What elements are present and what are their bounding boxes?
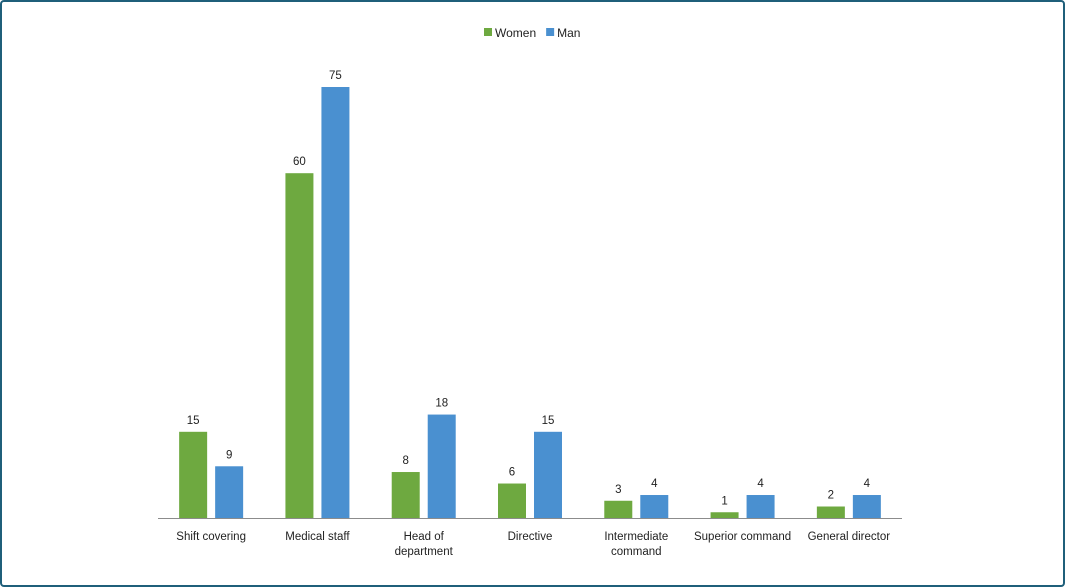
category-label-superior-command: Superior command <box>694 531 791 543</box>
category-label-line: Shift covering <box>176 531 246 543</box>
legend: Women Man <box>484 26 580 40</box>
value-label-man-intermediate-command: 4 <box>651 478 658 490</box>
value-label-man-superior-command: 4 <box>757 478 764 490</box>
category-label-line: General director <box>808 531 891 543</box>
legend-swatch-women <box>484 28 492 36</box>
value-label-man-shift-covering: 9 <box>226 449 232 461</box>
bar-women-general-director <box>816 506 845 518</box>
value-label-women-general-director: 2 <box>828 490 834 502</box>
value-label-man-head-of-department: 18 <box>435 398 448 410</box>
legend-label-man: Man <box>557 26 580 40</box>
bars <box>179 87 881 518</box>
bar-women-medical-staff <box>285 173 314 518</box>
category-label-line: Intermediate <box>604 531 668 543</box>
bar-man-medical-staff <box>321 87 350 518</box>
bar-man-directive <box>534 431 562 518</box>
value-label-women-shift-covering: 15 <box>187 415 200 427</box>
category-label-line: Medical staff <box>285 531 350 543</box>
category-label-line: command <box>611 546 662 558</box>
category-label-head-of-department: Head of department <box>395 531 454 558</box>
category-label-directive: Directive <box>508 531 553 543</box>
bar-women-intermediate-command <box>604 500 633 518</box>
value-label-women-head-of-department: 8 <box>403 455 409 467</box>
category-label-shift-covering: Shift covering <box>176 531 246 543</box>
category-label-line: Directive <box>508 531 553 543</box>
value-label-man-medical-staff: 75 <box>329 70 342 82</box>
bar-women-superior-command <box>710 512 739 518</box>
category-labels: Shift covering Medical staff Head of depart… <box>176 531 890 558</box>
value-label-man-general-director: 4 <box>864 478 871 490</box>
category-label-general-director: General director <box>808 531 891 543</box>
legend-swatch-man <box>546 28 555 36</box>
value-label-women-medical-staff: 60 <box>293 156 306 168</box>
value-label-women-directive: 6 <box>509 467 515 479</box>
category-label-line: Head of <box>404 531 445 543</box>
bar-women-directive <box>498 483 526 518</box>
category-label-line: department <box>395 546 454 558</box>
category-label-intermediate-command: Intermediate command <box>604 531 668 558</box>
bar-women-head-of-department <box>391 472 420 518</box>
value-label-women-superior-command: 1 <box>721 495 727 507</box>
category-label-line: Superior command <box>694 531 791 543</box>
value-label-women-intermediate-command: 3 <box>615 484 621 496</box>
bar-man-intermediate-command <box>640 495 669 518</box>
bar-women-shift-covering <box>179 431 208 518</box>
value-labels: 15 9 60 75 8 18 6 15 3 4 1 4 2 4 <box>187 70 871 507</box>
value-label-man-directive: 15 <box>542 415 555 427</box>
bar-man-general-director <box>852 495 881 518</box>
legend-label-women: Women <box>495 26 536 40</box>
bar-man-shift-covering <box>215 466 244 518</box>
category-label-medical-staff: Medical staff <box>285 531 350 543</box>
bar-man-superior-command <box>746 495 775 518</box>
bar-man-head-of-department <box>427 414 456 518</box>
